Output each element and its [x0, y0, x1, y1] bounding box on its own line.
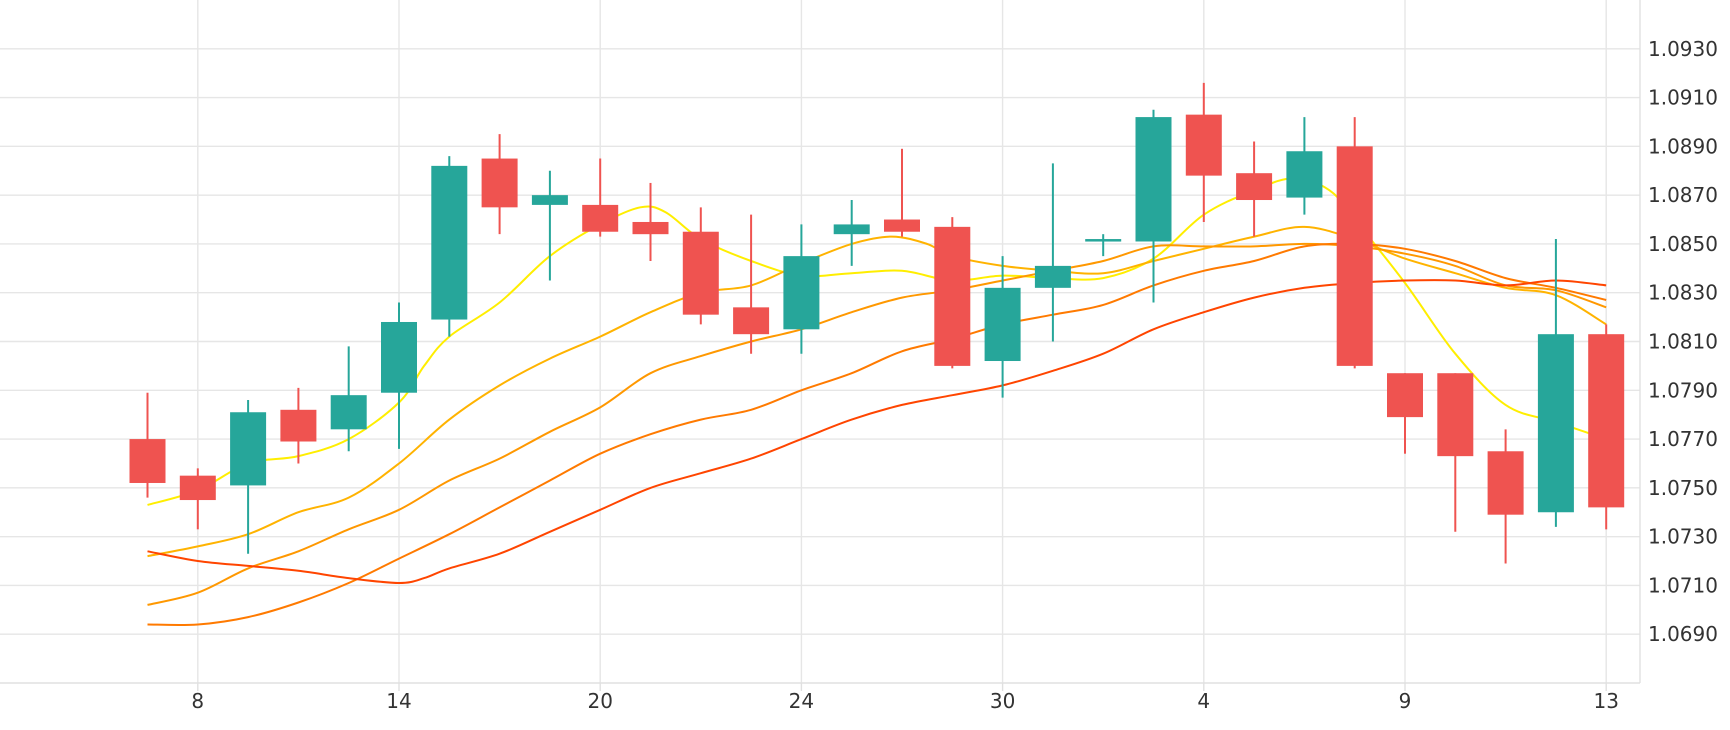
candle [632, 182, 669, 262]
candle [381, 302, 417, 449]
candle-body-down [934, 226, 971, 366]
grid-lines [0, 0, 1640, 683]
candle-body-up [230, 412, 267, 486]
candle-body-up [431, 165, 468, 320]
x-tick-label: 4 [1197, 689, 1210, 713]
candle [1588, 324, 1625, 530]
candle-body-down [1336, 146, 1373, 366]
candle [1185, 82, 1222, 222]
x-tick-label: 13 [1593, 689, 1618, 713]
candles [129, 82, 1625, 564]
y-tick-label: 1.0770 [1648, 427, 1718, 451]
candle [884, 148, 920, 237]
candle [1135, 109, 1172, 303]
candle-body-down [280, 409, 317, 442]
candle [682, 207, 719, 325]
candle [1236, 141, 1273, 237]
candle [1085, 234, 1122, 257]
candle-body-down [1487, 451, 1524, 515]
candle-body-down [1588, 334, 1625, 508]
candle-body-up [783, 256, 820, 330]
x-tick-label: 30 [990, 689, 1015, 713]
candle-body-down [582, 204, 619, 232]
candle-body-down [1185, 114, 1222, 176]
candle-body-up [1085, 239, 1122, 242]
y-tick-label: 1.0870 [1648, 183, 1718, 207]
candle-body-down [1236, 173, 1273, 201]
candle-body-up [984, 287, 1021, 362]
candle-body-down [129, 439, 166, 483]
y-tick-label: 1.0930 [1648, 37, 1718, 61]
y-tick-label: 1.0710 [1648, 573, 1718, 597]
moving-average-line-4 [147, 242, 1607, 627]
candle-body-up [1537, 334, 1574, 513]
candle [934, 217, 971, 369]
candle-body-up [531, 195, 568, 205]
candle-body-down [632, 221, 669, 235]
x-tick-label: 14 [386, 689, 411, 713]
candle [1336, 117, 1373, 369]
candle [984, 256, 1021, 398]
y-tick-label: 1.0890 [1648, 134, 1718, 158]
candle [1437, 373, 1474, 532]
x-tick-label: 20 [587, 689, 612, 713]
x-tick-label: 24 [789, 689, 814, 713]
candle-body-down [481, 158, 518, 208]
candle [179, 468, 216, 530]
candle [431, 156, 468, 337]
candle-body-up [330, 395, 367, 430]
candle-body-down [179, 475, 216, 501]
y-axis: 1.0690 1.0710 1.0730 1.0750 1.0770 1.0790 1.08… [1639, 0, 1718, 683]
y-tick-label: 1.0730 [1648, 525, 1718, 549]
y-tick-label: 1.0850 [1648, 232, 1718, 256]
candle-body-down [733, 307, 770, 335]
candle-body-down [1437, 373, 1474, 457]
y-tick-label: 1.0750 [1648, 476, 1718, 500]
candle-body-up [1034, 265, 1071, 288]
moving-average-line-5 [147, 279, 1607, 585]
candle-body-down [682, 231, 719, 315]
candle [582, 158, 619, 237]
candle [1387, 373, 1423, 454]
candle-body-up [381, 321, 417, 393]
y-tick-label: 1.0690 [1648, 622, 1718, 646]
x-axis: 8 14 20 24 30 4 9 13 [0, 682, 1640, 713]
candle [531, 170, 568, 281]
candle [833, 200, 870, 266]
candle-body-up [1135, 117, 1172, 242]
y-tick-label: 1.0910 [1648, 86, 1718, 110]
candle [1487, 429, 1524, 564]
candle [1537, 239, 1574, 527]
candle [1034, 163, 1071, 342]
candle [129, 392, 166, 498]
candle-body-down [1387, 373, 1423, 418]
x-tick-label: 9 [1399, 689, 1412, 713]
candle-body-down [884, 219, 920, 232]
candle [1286, 117, 1323, 215]
candle [481, 134, 518, 235]
candle [733, 214, 770, 354]
y-tick-label: 1.0810 [1648, 330, 1718, 354]
y-tick-label: 1.0830 [1648, 281, 1718, 305]
y-tick-label: 1.0790 [1648, 378, 1718, 402]
candle [280, 387, 317, 464]
candle-body-up [1286, 151, 1323, 198]
candle [230, 400, 267, 554]
candle-body-up [833, 224, 870, 235]
x-tick-label: 8 [191, 689, 204, 713]
candle [783, 224, 820, 354]
candle [330, 346, 367, 452]
